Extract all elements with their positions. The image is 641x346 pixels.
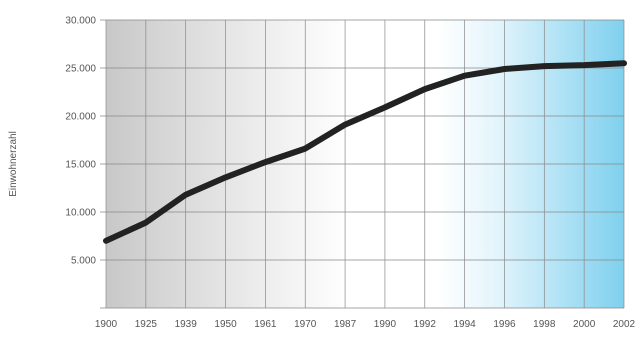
x-tick-label: 1996	[493, 319, 516, 330]
y-tick-label: 5.000	[71, 256, 96, 267]
series-line	[103, 60, 627, 244]
y-axis-tick-labels: 5.000 10.000 15.000 20.000 25.000 30.000	[65, 16, 96, 267]
y-tick-label: 30.000	[65, 16, 96, 27]
data-point	[145, 222, 147, 224]
x-tick-label: 1994	[453, 319, 476, 330]
y-tick-label: 20.000	[65, 112, 96, 123]
data-point	[264, 161, 266, 163]
x-tick-label: 1987	[334, 319, 357, 330]
x-tick-label: 1998	[533, 319, 556, 330]
x-tick-label: 1900	[95, 319, 118, 330]
y-tick-label: 10.000	[65, 208, 96, 219]
y-tick-label: 25.000	[65, 64, 96, 75]
x-tick-label: 1990	[374, 319, 397, 330]
data-point	[464, 75, 466, 77]
x-tick-label: 1925	[135, 319, 158, 330]
data-point	[623, 62, 625, 64]
x-tick-label: 1939	[175, 319, 198, 330]
series-group	[103, 60, 627, 244]
data-point	[424, 88, 426, 90]
y-tick-label: 15.000	[65, 160, 96, 171]
data-point	[225, 176, 227, 178]
x-tick-label: 1992	[414, 319, 437, 330]
data-point	[583, 64, 585, 66]
data-point	[503, 68, 505, 70]
data-point	[185, 194, 187, 196]
y-axis-label: Einwohnerzahl	[8, 131, 19, 197]
x-axis-tick-labels: 1900 1925 1939 1950 1961 1970 1987 1990 1992 1994…	[95, 319, 636, 330]
data-point	[304, 148, 306, 150]
x-tick-label: 2002	[613, 319, 636, 330]
data-point	[543, 65, 545, 67]
x-tick-label: 1961	[254, 319, 277, 330]
x-tick-label: 2000	[573, 319, 596, 330]
x-tick-label: 1970	[294, 319, 317, 330]
data-point	[384, 106, 386, 108]
x-tick-label: 1950	[214, 319, 237, 330]
data-point	[344, 124, 346, 126]
data-point	[105, 240, 107, 242]
